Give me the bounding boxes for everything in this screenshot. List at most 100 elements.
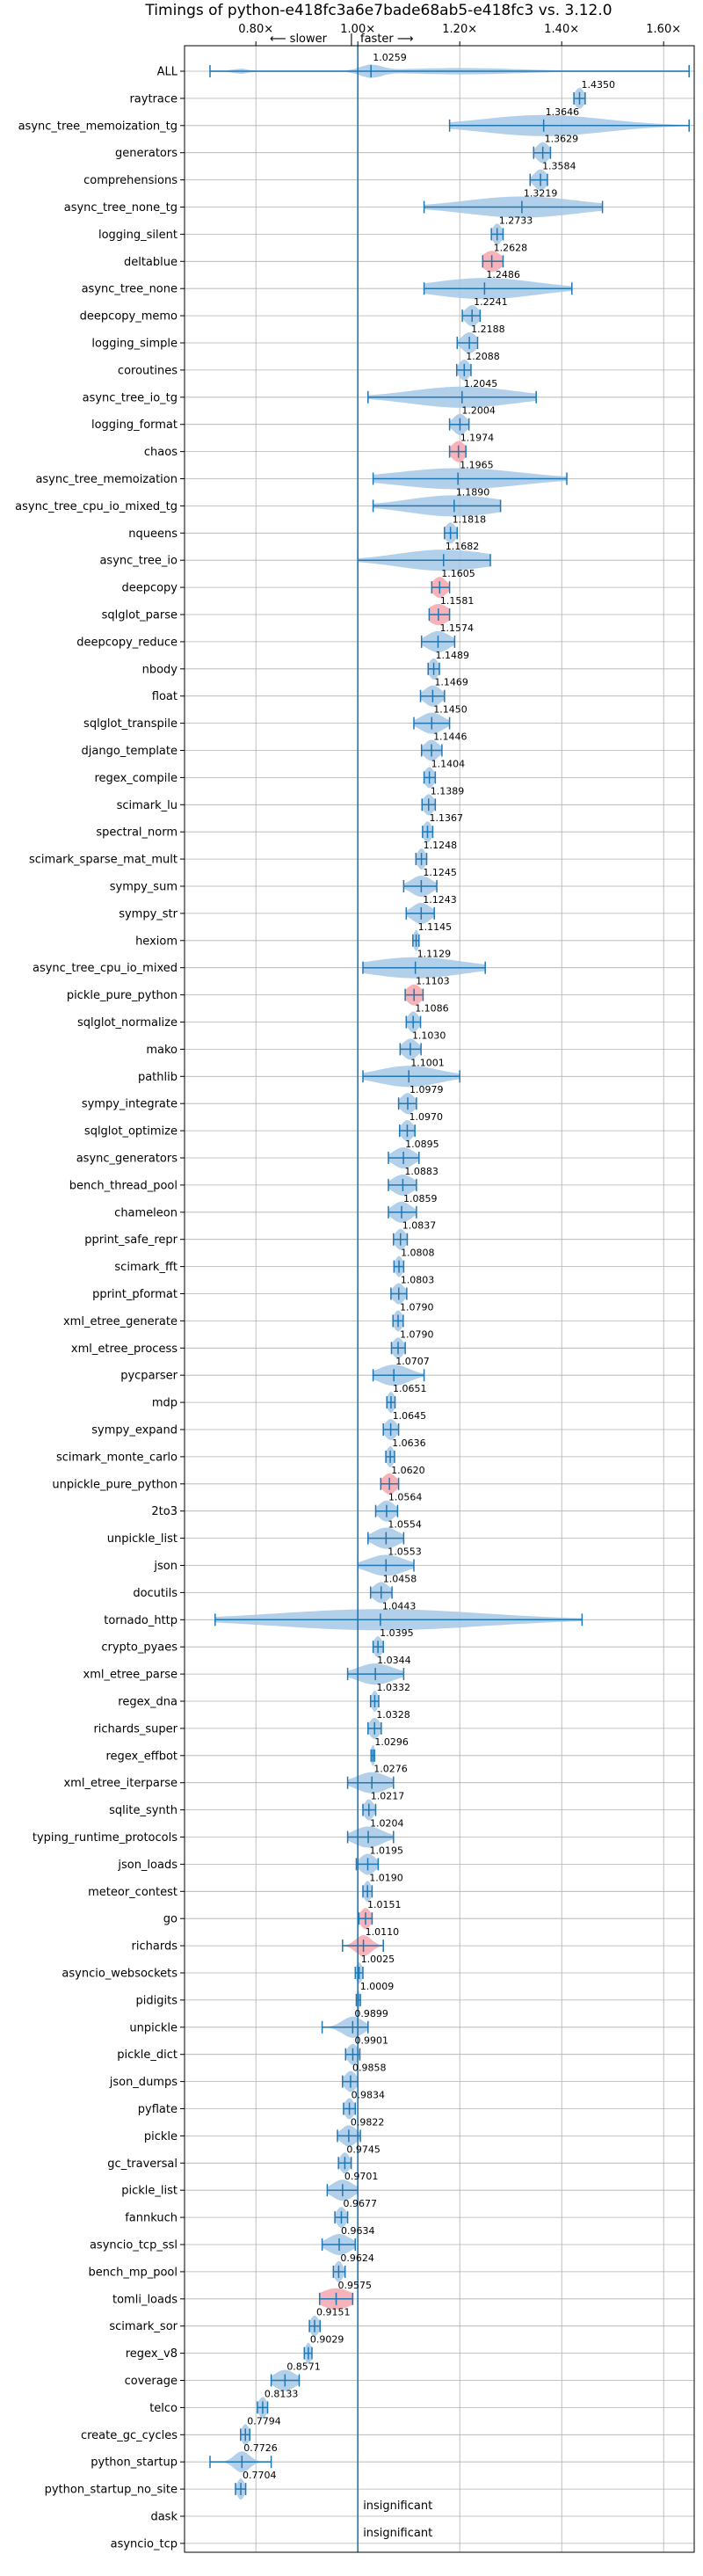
value-label: 1.1581 bbox=[440, 595, 475, 607]
value-label: 1.1086 bbox=[415, 1003, 449, 1015]
benchmark-name: mdp bbox=[152, 1397, 178, 1410]
benchmark-name: sympy_sum bbox=[110, 881, 178, 894]
benchmark-name: regex_compile bbox=[94, 772, 178, 785]
value-label: 1.2628 bbox=[494, 242, 528, 253]
value-label: 0.9151 bbox=[316, 2307, 351, 2318]
x-axis-ticks: 0.80× 1.00× 1.20× 1.40× 1.60× bbox=[180, 23, 681, 2544]
benchmark-name: scimark_monte_carlo bbox=[56, 1451, 178, 1464]
value-label: 1.1446 bbox=[433, 731, 467, 743]
value-label: 1.1818 bbox=[453, 513, 487, 525]
value-label: 1.0620 bbox=[391, 1465, 425, 1476]
benchmark-name: regex_v8 bbox=[126, 2347, 178, 2361]
benchmark-name: nbody bbox=[142, 663, 178, 676]
benchmark-name: json_dumps bbox=[109, 2076, 178, 2089]
value-label: 0.9858 bbox=[352, 2063, 387, 2074]
benchmark-name: pidigits bbox=[136, 1994, 178, 2007]
value-label: 1.0009 bbox=[360, 1981, 395, 1992]
value-label: 1.3584 bbox=[542, 161, 576, 172]
value-label: 1.1245 bbox=[423, 867, 457, 878]
value-label: 0.7726 bbox=[243, 2442, 278, 2454]
value-label: 1.0204 bbox=[370, 1818, 404, 1830]
benchmark-name: unpickle bbox=[129, 2021, 178, 2034]
value-label: 0.9575 bbox=[338, 2280, 373, 2291]
benchmark-name: sqlglot_parse bbox=[102, 609, 178, 622]
benchmark-name: sqlglot_transpile bbox=[83, 717, 178, 731]
benchmark-name: unpickle_pure_python bbox=[52, 1478, 178, 1491]
benchmark-name: gc_traversal bbox=[107, 2158, 178, 2171]
value-label: 1.0195 bbox=[370, 1845, 404, 1856]
benchmark-name: generators bbox=[115, 147, 178, 160]
value-label: 0.8571 bbox=[286, 2361, 321, 2373]
benchmark-name: nqueens bbox=[128, 528, 178, 541]
benchmark-name: asyncio_tcp bbox=[111, 2537, 178, 2551]
benchmark-name: richards bbox=[132, 1940, 178, 1954]
value-label: 1.1965 bbox=[460, 460, 494, 471]
benchmark-name: django_template bbox=[82, 745, 178, 758]
faster-direction-label: faster ⟶ bbox=[360, 33, 414, 46]
benchmark-name: deepcopy_memo bbox=[80, 310, 178, 324]
value-label: 1.0803 bbox=[401, 1275, 435, 1286]
benchmark-name: asyncio_tcp_ssl bbox=[90, 2239, 178, 2252]
value-label: 1.0296 bbox=[374, 1736, 409, 1748]
value-label: 1.0790 bbox=[400, 1328, 434, 1340]
benchmark-name: chameleon bbox=[114, 1206, 178, 1219]
value-label: 1.0025 bbox=[361, 1954, 395, 1965]
value-label: 0.8133 bbox=[265, 2388, 299, 2399]
benchmark-name: ALL bbox=[157, 66, 178, 79]
value-label: 1.1243 bbox=[423, 894, 457, 906]
value-label: 1.0808 bbox=[401, 1248, 435, 1259]
benchmark-name: async_tree_cpu_io_mixed bbox=[33, 962, 178, 975]
value-label: 1.1469 bbox=[434, 677, 467, 688]
benchmark-name: async_tree_memoization bbox=[35, 473, 178, 486]
value-label: 1.0707 bbox=[395, 1356, 430, 1367]
value-label: 1.1129 bbox=[417, 949, 452, 960]
value-label: 1.0332 bbox=[376, 1682, 410, 1693]
value-label: 1.2733 bbox=[499, 215, 533, 226]
value-label: 1.0564 bbox=[388, 1492, 423, 1503]
value-label: 0.9677 bbox=[343, 2198, 377, 2209]
grid-lines bbox=[185, 46, 694, 2552]
benchmark-name: crypto_pyaes bbox=[101, 1641, 178, 1655]
benchmark-name: async_tree_memoization_tg bbox=[18, 120, 178, 133]
benchmark-name: coverage bbox=[125, 2375, 178, 2388]
value-label: 1.0651 bbox=[393, 1383, 427, 1394]
value-label: 1.0837 bbox=[402, 1220, 437, 1232]
benchmark-name: async_tree_io_tg bbox=[83, 391, 178, 404]
benchmark-name: sympy_expand bbox=[91, 1424, 178, 1437]
value-label: 0.9899 bbox=[354, 2008, 388, 2019]
value-label: 1.1389 bbox=[431, 785, 464, 797]
x-tick-label: 0.80× bbox=[238, 23, 273, 36]
x-tick-label: 1.00× bbox=[340, 23, 375, 36]
benchmark-name: typing_runtime_protocols bbox=[33, 1831, 178, 1845]
value-label: 0.9834 bbox=[352, 2090, 386, 2101]
value-label: 1.0458 bbox=[383, 1573, 417, 1584]
insignificant-label: insignificant bbox=[363, 2500, 432, 2513]
benchmark-name: logging_format bbox=[91, 418, 178, 432]
value-label: 1.0190 bbox=[369, 1872, 403, 1883]
value-label: 1.1974 bbox=[460, 433, 495, 444]
value-label: 1.1605 bbox=[441, 568, 475, 579]
value-label: 0.9822 bbox=[351, 2116, 385, 2128]
benchmark-name: go bbox=[163, 1913, 178, 1926]
value-label: 1.0645 bbox=[393, 1410, 427, 1422]
value-label: 1.0217 bbox=[371, 1791, 405, 1802]
value-label: 1.1248 bbox=[424, 840, 457, 851]
value-label: 1.0970 bbox=[409, 1111, 443, 1123]
benchmark-name: hexiom bbox=[135, 935, 178, 948]
benchmark-name: async_tree_cpu_io_mixed_tg bbox=[15, 500, 178, 513]
violin-marks bbox=[209, 46, 690, 2552]
chart-title: Timings of python-e418fc3a6e7bade68ab5-e… bbox=[144, 2, 612, 19]
value-label: 0.9901 bbox=[354, 2035, 388, 2047]
value-label: 0.7704 bbox=[243, 2470, 277, 2481]
value-label: 1.4350 bbox=[582, 79, 616, 91]
value-label: 1.0395 bbox=[380, 1627, 414, 1639]
slower-direction-label: ⟵ slower bbox=[270, 33, 328, 46]
value-label: 1.0895 bbox=[405, 1139, 439, 1150]
benchmark-labels: ALL raytrace async_tree_memoization_tggene… bbox=[15, 52, 615, 2551]
benchmark-name: pathlib bbox=[138, 1071, 178, 1084]
value-label: 1.1145 bbox=[418, 921, 453, 933]
value-label: 1.1030 bbox=[412, 1030, 446, 1041]
value-label: 1.1890 bbox=[456, 486, 490, 498]
x-tick-label: 1.60× bbox=[646, 23, 681, 36]
value-label: 1.2486 bbox=[486, 269, 520, 280]
